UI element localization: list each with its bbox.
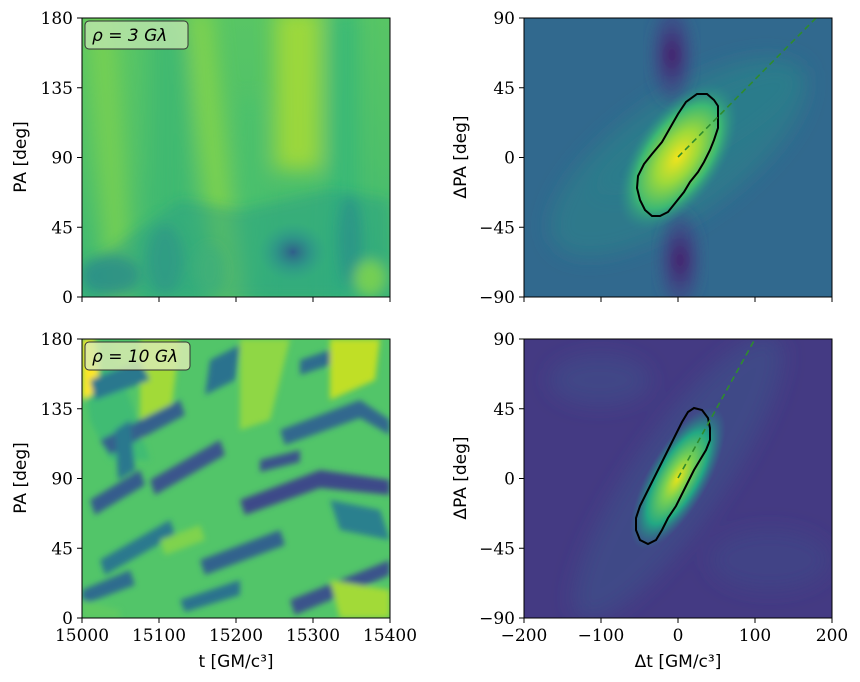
heatmap-tl [82, 18, 390, 297]
ytick-label-bl: 0 [62, 609, 73, 629]
ytick-label-br: 90 [493, 330, 515, 350]
ytick-label-br: 0 [504, 470, 515, 490]
xlabel-bl: t [GM/c³] [198, 652, 273, 672]
xtick-label-bl: 15400 [363, 626, 417, 646]
xtick-label-br: 0 [673, 626, 684, 646]
annotation-tl: ρ = 3 Gλ [84, 20, 189, 50]
fitline-tr [677, 18, 817, 158]
ylabel-tr: ΔPA [deg] [451, 115, 471, 198]
heatmap-br [524, 339, 832, 618]
annotation-bl: ρ = 10 Gλ [84, 341, 191, 371]
xtick-label-br: −100 [578, 626, 625, 646]
panel-bl: ρ = 10 Gλ 0 45 90 135 180 15000 15100 15200 1530… [11, 330, 417, 672]
ylabel-bl: PA [deg] [11, 442, 31, 514]
ytick-label-tl: 0 [62, 288, 73, 308]
xtick-label-bl: 15100 [132, 626, 186, 646]
annotation-bl-text: ρ = 10 Gλ [92, 347, 178, 367]
fitline-br [677, 339, 756, 479]
xtick-label-br: 100 [739, 626, 771, 646]
yaxis-tl: 0 45 90 135 180 [41, 9, 391, 308]
ytick-label-br: −45 [479, 539, 515, 559]
xtick-label-bl: 15200 [209, 626, 263, 646]
panel-tl: ρ = 3 Gλ 0 45 90 135 180 PA [deg] [11, 9, 391, 308]
ytick-label-tr: 0 [504, 149, 515, 169]
ytick-label-tr: −45 [479, 218, 515, 238]
ytick-label-tl: 135 [41, 79, 73, 99]
panel-br: −90 −45 0 45 90 −200 −100 0 100 200 ΔPA [deg] Δt … [451, 330, 848, 672]
contour-br [635, 406, 711, 546]
ytick-label-tr: −90 [479, 288, 515, 308]
ytick-label-bl: 45 [51, 539, 73, 559]
contour-tr [635, 93, 719, 217]
xtick-label-bl: 15300 [286, 626, 340, 646]
axes-bl: 0 45 90 135 180 15000 15100 15200 15300 15400 [41, 330, 418, 646]
xtick-label-br: −200 [501, 626, 548, 646]
xtick-label-br: 200 [816, 626, 848, 646]
panel-tr: −90 −45 0 45 90 ΔPA [deg] [451, 9, 833, 308]
xtick-label-bl: 15000 [55, 626, 109, 646]
ytick-label-tr: 45 [493, 79, 515, 99]
yaxis-tr: −90 −45 0 45 90 [479, 9, 833, 308]
ytick-label-bl: 90 [51, 470, 73, 490]
ytick-label-tl: 180 [41, 9, 73, 29]
ytick-label-tr: 90 [493, 9, 515, 29]
ytick-label-br: −90 [479, 609, 515, 629]
ytick-label-bl: 180 [41, 330, 73, 350]
heatmap-tr [524, 18, 832, 297]
ylabel-br: ΔPA [deg] [451, 436, 471, 519]
heatmap-bl [82, 339, 390, 618]
ytick-label-bl: 135 [41, 400, 73, 420]
xlabel-br: Δt [GM/c³] [635, 652, 722, 672]
ylabel-tl: PA [deg] [11, 121, 31, 193]
ytick-label-tl: 45 [51, 218, 73, 238]
axes-br: −90 −45 0 45 90 −200 −100 0 100 200 [479, 330, 848, 646]
annotation-tl-text: ρ = 3 Gλ [92, 26, 167, 46]
ytick-label-br: 45 [493, 400, 515, 420]
ytick-label-tl: 90 [51, 149, 73, 169]
